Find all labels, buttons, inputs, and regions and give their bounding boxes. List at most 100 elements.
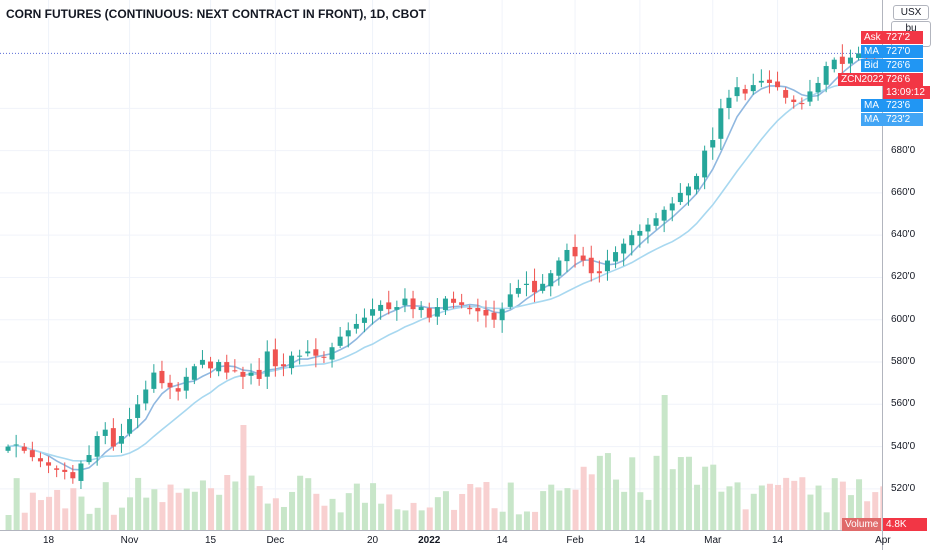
candle (110, 428, 116, 447)
volume-bar (394, 509, 401, 530)
volume-bar (442, 491, 449, 530)
price-tag-label: MA (861, 99, 883, 112)
price-tag-label: Bid (861, 59, 883, 72)
candle (499, 309, 505, 321)
volume-bar (361, 502, 368, 530)
volume-bar (475, 487, 482, 530)
candle (856, 53, 862, 59)
x-tick-label: 15 (204, 535, 217, 546)
candle (783, 90, 789, 98)
volume-bar (734, 482, 741, 530)
price-chart[interactable] (0, 0, 882, 530)
volume-bar (604, 453, 611, 530)
candle (167, 382, 173, 388)
currency-selector[interactable]: USX (893, 5, 929, 20)
volume-bar (386, 494, 393, 530)
candle (370, 309, 376, 316)
candle (669, 203, 675, 211)
volume-bar (21, 512, 28, 530)
price-tag-value: 726'6 (883, 73, 923, 86)
volume-bar (556, 490, 563, 530)
volume-bar (613, 479, 620, 530)
candle (791, 99, 797, 102)
candle (451, 298, 457, 303)
volume-bar (345, 493, 352, 530)
candle (540, 283, 546, 291)
y-tick-label: 580'0 (891, 356, 916, 368)
volume-bar (685, 456, 692, 530)
volume-bar (799, 477, 806, 530)
y-tick-label: 540'0 (891, 440, 916, 452)
volume-bar (208, 488, 215, 530)
volume-bar (353, 483, 360, 530)
candle (807, 91, 813, 102)
volume-bar (483, 481, 490, 530)
volume-bar (540, 491, 547, 530)
x-tick-label: Mar (704, 535, 722, 546)
volume-bar (402, 510, 409, 530)
candle (718, 108, 724, 139)
volume-bar (297, 475, 304, 530)
candle (29, 450, 35, 458)
candle (596, 271, 602, 274)
volume-bar (580, 466, 587, 530)
candle (86, 455, 92, 463)
price-tag-label: Ask (861, 31, 883, 44)
candle (248, 372, 254, 376)
candle (823, 66, 829, 85)
volume-bar (718, 491, 725, 530)
candle (702, 150, 708, 178)
x-tick-label: Apr (875, 535, 891, 546)
volume-bar (143, 497, 150, 530)
candle (459, 302, 465, 305)
volume-bar (305, 478, 312, 530)
candle (726, 97, 732, 109)
candle (143, 389, 149, 404)
price-tag-value: 723'6 (883, 99, 923, 112)
candle (361, 317, 367, 323)
time-axis[interactable]: 18 Nov 15 Dec 20 2022 14 Feb 14 Mar 14 Apr (0, 530, 891, 551)
candle (442, 298, 448, 310)
candle (313, 349, 319, 356)
candle (5, 446, 11, 451)
candle (151, 372, 157, 389)
volume-bar (629, 457, 636, 530)
ma-slow-line (7, 73, 882, 462)
candle (621, 243, 627, 254)
candle (564, 249, 570, 262)
candle (37, 458, 43, 462)
price-tag-value: 727'2 (883, 31, 923, 44)
candle (21, 446, 27, 451)
candle (337, 336, 343, 346)
x-tick-label: 20 (366, 535, 379, 546)
volume-bar (78, 496, 85, 530)
price-tag-value: 13:09:12 (883, 86, 930, 99)
candle (305, 351, 311, 354)
candle (240, 371, 246, 377)
volume-bar (588, 474, 595, 530)
candle (353, 323, 359, 329)
ma-fast-line (7, 57, 882, 471)
price-tag-label: MA (861, 113, 883, 126)
candle (637, 230, 643, 236)
volume-bar (321, 505, 328, 530)
volume-bar (572, 489, 579, 530)
volume-bar (329, 498, 336, 530)
candle (135, 404, 141, 418)
candle (491, 312, 497, 320)
volume-bar (434, 497, 441, 530)
volume-bar (167, 484, 174, 530)
volume-bar (410, 502, 417, 530)
volume-bar (175, 492, 182, 530)
volume-bar (151, 489, 158, 530)
candle (62, 469, 68, 472)
volume-bar (839, 481, 846, 530)
candle (378, 304, 384, 311)
candle (734, 87, 740, 97)
volume-bar (847, 495, 854, 530)
volume-bar (94, 507, 101, 530)
y-tick-label: 600'0 (891, 313, 916, 325)
y-tick-label: 680'0 (891, 144, 916, 156)
volume-bar (864, 501, 871, 530)
volume-bar (378, 503, 385, 530)
